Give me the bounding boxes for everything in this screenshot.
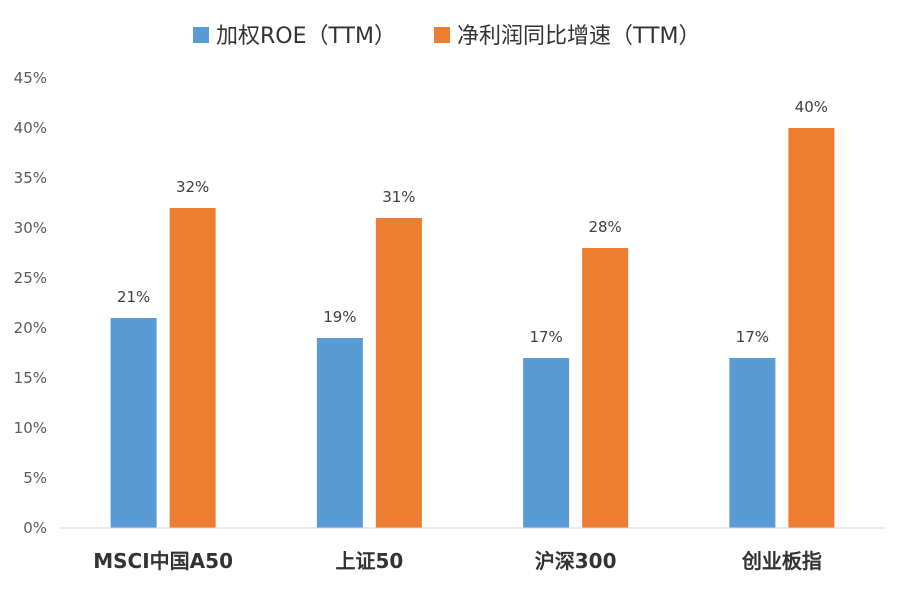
x-category-label: MSCI中国A50 (93, 549, 233, 573)
data-label: 17% (736, 328, 769, 346)
y-tick-label: 5% (23, 469, 47, 487)
legend-label-roe: 加权ROE（TTM） (216, 24, 396, 49)
legend-label-profit-growth: 净利润同比增速（TTM） (457, 24, 700, 49)
bar-profit-growth (582, 248, 629, 528)
y-tick-label: 15% (14, 369, 47, 387)
bar-roe (110, 318, 157, 528)
x-category-label: 创业板指 (741, 549, 822, 573)
bar-roe (316, 338, 363, 528)
legend-swatch-profit-growth (434, 27, 450, 43)
y-axis: 0% 5% 10% 15% 20% 25% 30% 35% 40% 45% (14, 69, 47, 537)
legend-swatch-roe (193, 27, 209, 43)
bar-roe (523, 358, 570, 528)
bar-profit-growth (375, 218, 422, 528)
data-label: 40% (795, 98, 828, 116)
y-tick-label: 30% (14, 219, 47, 237)
y-tick-label: 10% (14, 419, 47, 437)
bar-roe (729, 358, 776, 528)
bars (110, 128, 835, 528)
x-category-label: 上证50 (335, 549, 403, 573)
data-label: 31% (382, 188, 415, 206)
x-category-label: 沪深300 (535, 549, 617, 573)
data-labels: 21% 32% 19% 31% 17% 28% 17% 40% (117, 98, 828, 346)
y-tick-label: 25% (14, 269, 47, 287)
x-axis: MSCI中国A50 上证50 沪深300 创业板指 (93, 549, 822, 573)
bar-profit-growth (788, 128, 835, 528)
data-label: 28% (588, 218, 621, 236)
bar-profit-growth (169, 208, 216, 528)
y-tick-label: 20% (14, 319, 47, 337)
y-tick-label: 35% (14, 169, 47, 187)
y-tick-label: 40% (14, 119, 47, 137)
legend: 加权ROE（TTM） 净利润同比增速（TTM） (193, 24, 700, 49)
data-label: 32% (176, 178, 209, 196)
y-tick-label: 45% (14, 69, 47, 87)
data-label: 19% (323, 308, 356, 326)
data-label: 21% (117, 288, 150, 306)
y-tick-label: 0% (23, 519, 47, 537)
data-label: 17% (529, 328, 562, 346)
